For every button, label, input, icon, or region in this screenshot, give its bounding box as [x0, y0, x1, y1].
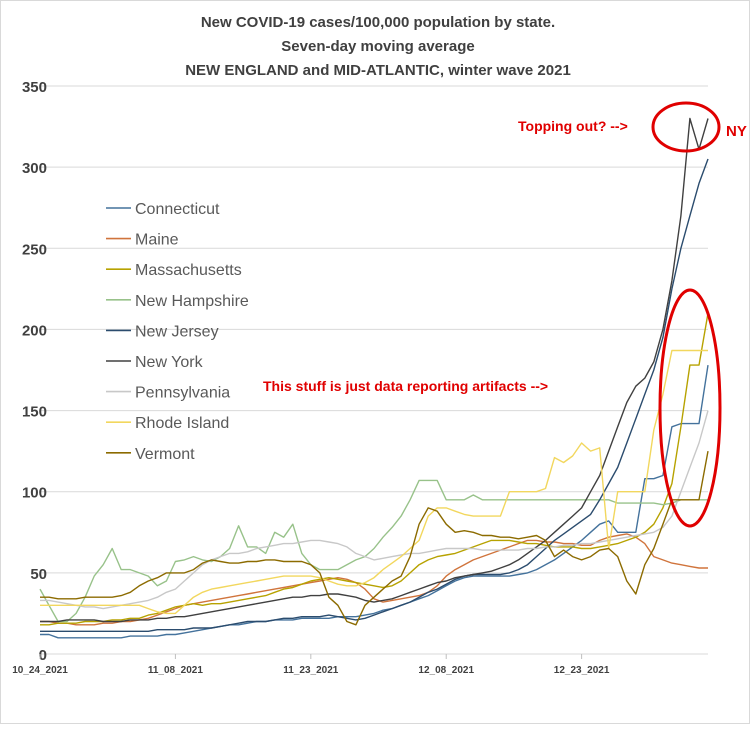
- legend-label: New York: [135, 354, 204, 371]
- series-lines: [39, 117, 709, 639]
- gridlines: [40, 85, 708, 655]
- y-tick-label: 300: [22, 160, 47, 177]
- y-tick-label: 50: [30, 566, 47, 583]
- x-axis-ticks: 10_24_2021 11_08_2021 11_23_2021 12_08_2021…: [12, 654, 610, 676]
- y-tick-label: 0: [39, 647, 47, 664]
- series-line-connecticut: [40, 364, 709, 639]
- x-tick-label: 12_23_2021: [554, 665, 610, 676]
- legend-label: New Hampshire: [135, 293, 249, 310]
- y-tick-label: 100: [22, 485, 47, 502]
- y-tick-label: 200: [22, 322, 47, 339]
- series-line-massachusetts: [40, 313, 709, 626]
- chart-title-line-3: NEW ENGLAND and MID-ATLANTIC, winter wav…: [185, 62, 571, 79]
- y-tick-label: 350: [22, 79, 47, 96]
- ny-annotation: NY: [726, 123, 747, 140]
- chart-title-line-2: Seven-day moving average: [281, 38, 474, 55]
- y-tick-label: 150: [22, 404, 47, 421]
- topping-out-annotation: Topping out? -->: [518, 118, 628, 134]
- legend-label: Pennsylvania: [135, 385, 230, 402]
- x-tick-label: 10_24_2021: [12, 665, 68, 676]
- legend-label: Connecticut: [135, 201, 220, 218]
- legend-label: Massachusetts: [135, 262, 242, 279]
- y-axis-ticks: 0 50 100 150 200 250 300 350: [22, 79, 47, 664]
- annotations: Topping out? --> NY This stuff is just d…: [263, 101, 747, 528]
- legend: Connecticut Maine Massachusetts New Hampshi…: [106, 201, 249, 463]
- legend-label: New Jersey: [135, 323, 219, 340]
- artifacts-highlight-ellipse: [658, 288, 722, 528]
- series-line-pennsylvania: [40, 410, 709, 610]
- legend-label: Vermont: [135, 446, 195, 463]
- series-line-new-york: [40, 117, 709, 623]
- series-line-new-jersey: [40, 158, 709, 632]
- y-tick-label: 250: [22, 241, 47, 258]
- artifacts-annotation: This stuff is just data reporting artifa…: [263, 378, 548, 394]
- legend-label: Rhode Island: [135, 415, 229, 432]
- x-tick-label: 11_23_2021: [283, 665, 339, 676]
- series-line-rhode-island: [40, 349, 708, 615]
- chart-title-line-1: New COVID-19 cases/100,000 population by…: [201, 14, 555, 31]
- x-tick-label: 11_08_2021: [148, 665, 204, 676]
- series-line-vermont: [40, 450, 709, 626]
- x-tick-label: 12_08_2021: [418, 665, 474, 676]
- ny-highlight-ellipse: [651, 101, 721, 153]
- legend-label: Maine: [135, 232, 179, 249]
